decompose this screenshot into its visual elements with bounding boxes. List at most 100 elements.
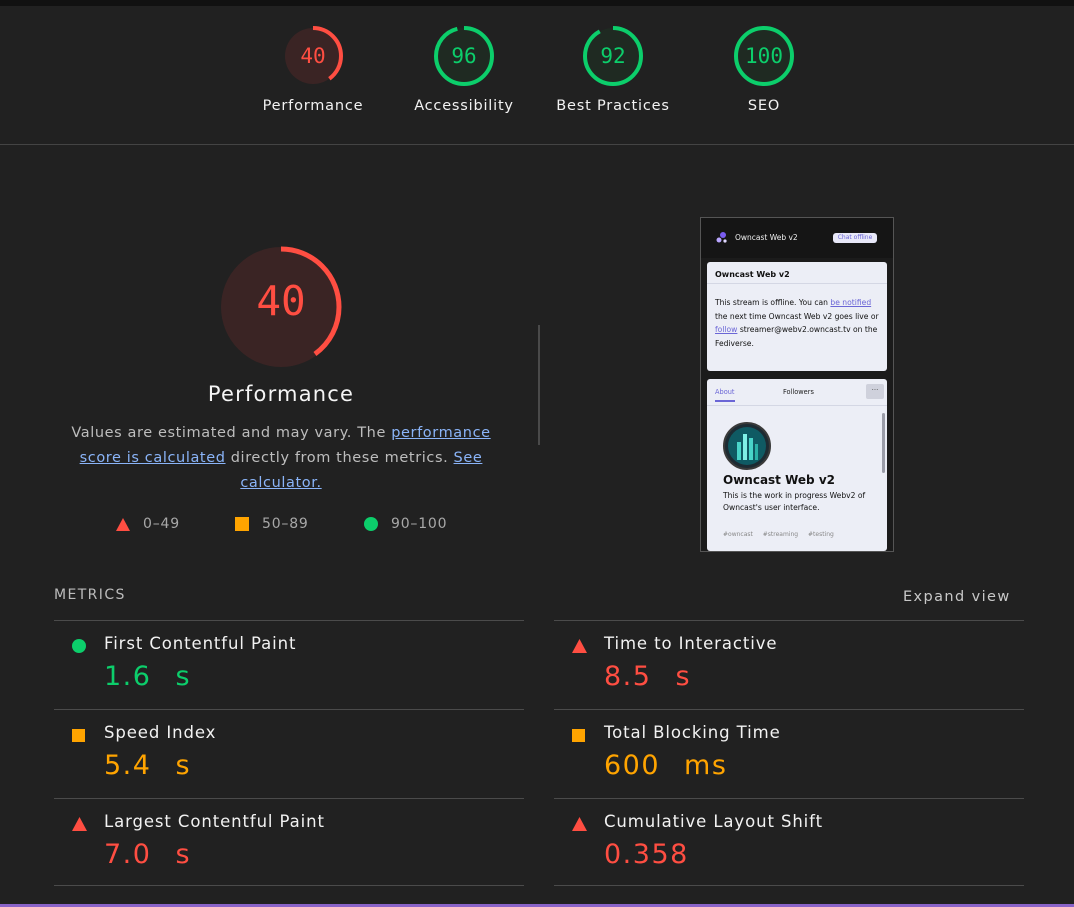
metric-number: 1.6 [104, 661, 152, 692]
gauge-label: Accessibility [414, 98, 514, 114]
tab-divider [707, 405, 887, 406]
metric-unit: s [175, 839, 192, 870]
performance-gauge: 40 [211, 237, 351, 377]
gauge-ring [734, 26, 794, 86]
performance-title: Performance [207, 382, 355, 406]
card-text: streamer@webv2.owncast.tv on the Fediver… [715, 325, 878, 348]
metric-number: 8.5 [604, 661, 652, 692]
legend-average-range: 50–89 [262, 516, 309, 532]
gauge-best-practices[interactable]: 92 Best Practices [543, 24, 683, 114]
divider [554, 709, 1024, 710]
expand-view-button[interactable]: Expand view [903, 589, 1011, 605]
metric-number: 7.0 [104, 839, 152, 870]
card-divider [707, 283, 887, 284]
gauge-ring [434, 26, 494, 86]
gauge-ring [583, 26, 643, 86]
divider [54, 798, 524, 799]
metric-unit: ms [684, 750, 728, 781]
performance-description: Values are estimated and may vary. The p… [60, 421, 502, 496]
avatar [723, 422, 771, 470]
description-text: Values are estimated and may vary. The [71, 425, 392, 441]
owncast-logo-icon [716, 232, 727, 243]
gauge-label: SEO [747, 98, 781, 114]
metric-name: Speed Index [104, 723, 217, 742]
gauge-label: Performance [262, 98, 364, 114]
triangle-icon [572, 816, 587, 835]
screenshot-header: Owncast Web v2 Chat offline [701, 218, 893, 258]
triangle-icon [116, 517, 130, 531]
gauge-ring [283, 26, 343, 86]
gauge-score: 92 [600, 44, 626, 68]
circle-icon [364, 517, 378, 531]
legend-fail: 0–49 [116, 516, 180, 532]
divider [554, 798, 1024, 799]
metric-first-contentful-paint: First Contentful Paint 1.6 s [54, 621, 524, 709]
gauge-score: 96 [451, 44, 477, 68]
tab-about: About [715, 388, 735, 402]
triangle-icon [572, 638, 587, 657]
final-screenshot[interactable]: Owncast Web v2 Chat offline Owncast Web … [700, 217, 894, 552]
gauge-score: 100 [745, 44, 783, 68]
offline-card-title: Owncast Web v2 [715, 270, 790, 279]
gauge-seo[interactable]: 100 SEO [694, 24, 834, 114]
scrollbar [882, 413, 885, 473]
divider [54, 885, 524, 886]
metric-value: 1.6 s [104, 661, 191, 692]
square-icon [72, 727, 85, 746]
gauge-score: 40 [300, 44, 326, 68]
metric-value: 0.358 [604, 839, 713, 870]
performance-score: 40 [256, 277, 306, 325]
metric-unit: s [175, 750, 192, 781]
metric-value: 600 ms [604, 750, 727, 781]
metric-cumulative-layout-shift: Cumulative Layout Shift 0.358 [554, 799, 1024, 887]
metric-name: Time to Interactive [604, 634, 778, 653]
bottom-accent-bar [0, 904, 1074, 907]
gauge-performance[interactable]: 40 Performance [243, 24, 383, 114]
streamer-name: Owncast Web v2 [723, 473, 835, 487]
divider [54, 620, 524, 621]
divider [554, 620, 1024, 621]
metric-name: Cumulative Layout Shift [604, 812, 823, 831]
metric-name: Total Blocking Time [604, 723, 781, 742]
metric-name: First Contentful Paint [104, 634, 297, 653]
metric-number: 0.358 [604, 839, 689, 870]
divider [54, 709, 524, 710]
gauge-accessibility[interactable]: 96 Accessibility [394, 24, 534, 114]
tab-followers: Followers [783, 388, 814, 396]
top-border [0, 0, 1074, 6]
divider [554, 885, 1024, 886]
score-calculated-link[interactable]: performance score is calculated [79, 425, 491, 466]
metric-time-to-interactive: Time to Interactive 8.5 s [554, 621, 1024, 709]
square-icon [572, 727, 585, 746]
description-text: directly from these metrics. [225, 450, 454, 466]
legend-pass: 90–100 [364, 516, 447, 532]
be-notified-link: be notified [830, 298, 872, 307]
score-gauges-bar: 40 Performance 96 Accessibility 92 Best … [0, 6, 1074, 145]
metric-speed-index: Speed Index 5.4 s [54, 710, 524, 798]
metric-number: 600 [604, 750, 661, 781]
vertical-divider [538, 325, 540, 445]
circle-icon [72, 638, 86, 657]
about-panel: About Followers ··· Owncast Web v2 This … [707, 379, 887, 551]
streamer-tags: #owncast #streaming #testing [723, 531, 834, 538]
gauge-label: Best Practices [556, 98, 670, 114]
legend-fail-range: 0–49 [143, 516, 180, 532]
metric-value: 8.5 s [604, 661, 691, 692]
metric-unit: s [175, 661, 192, 692]
offline-card-text: This stream is offline. You can be notif… [715, 296, 879, 350]
metrics-heading: METRICS [54, 587, 126, 603]
triangle-icon [72, 816, 87, 835]
legend-pass-range: 90–100 [391, 516, 448, 532]
metric-number: 5.4 [104, 750, 152, 781]
legend-average: 50–89 [235, 516, 309, 532]
card-text: the next time Owncast Web v2 goes live o… [715, 311, 879, 321]
offline-card: Owncast Web v2 This stream is offline. Y… [707, 262, 887, 371]
square-icon [235, 517, 249, 531]
follow-link: follow [715, 325, 738, 335]
metric-value: 7.0 s [104, 839, 191, 870]
streamer-bio: This is the work in progress Webv2 of Ow… [723, 491, 866, 512]
chat-offline-badge: Chat offline [833, 233, 877, 243]
see-calculator-link[interactable]: See calculator. [240, 450, 483, 491]
card-text: This stream is offline. You can [715, 298, 831, 307]
metric-total-blocking-time: Total Blocking Time 600 ms [554, 710, 1024, 798]
